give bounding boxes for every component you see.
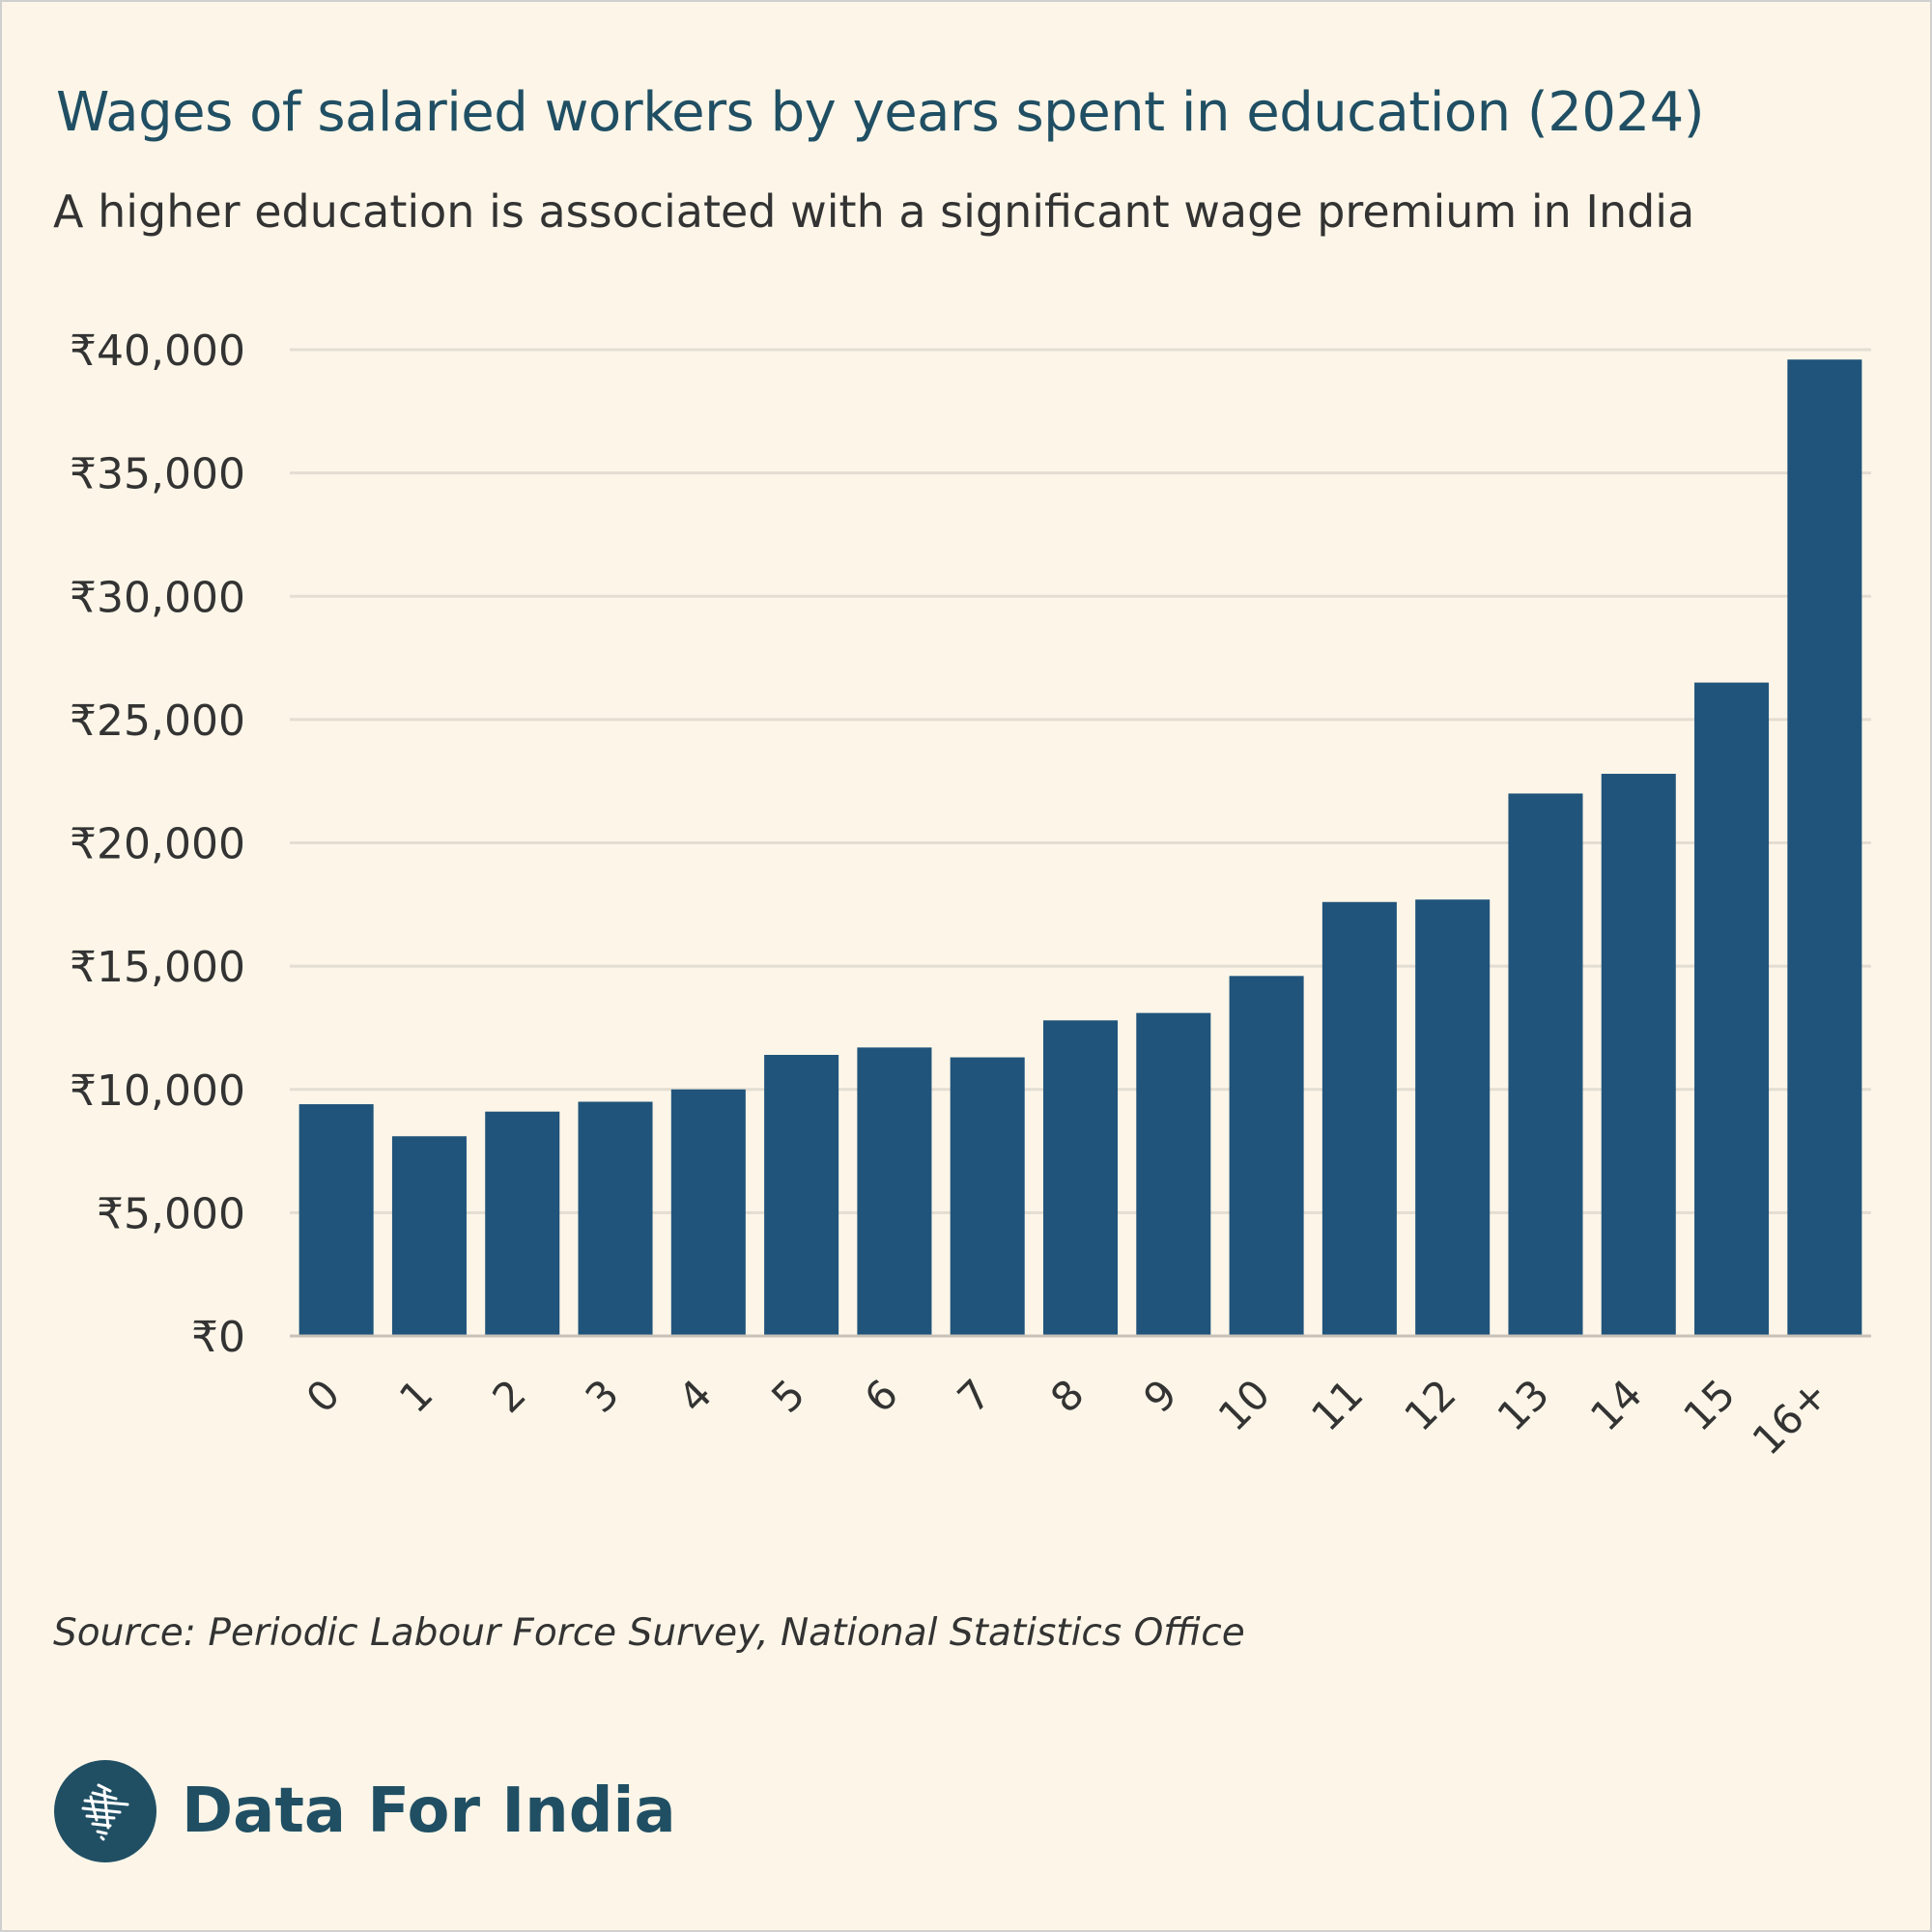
y-tick-label: ₹40,000: [70, 327, 245, 376]
bar: [391, 1136, 467, 1336]
y-tick-label: ₹15,000: [70, 943, 245, 992]
x-tick-label: 16+: [1744, 1370, 1837, 1463]
bar: [1321, 901, 1397, 1336]
bar: [1508, 793, 1583, 1336]
y-tick-label: ₹25,000: [70, 696, 245, 746]
bar: [764, 1055, 839, 1336]
x-tick-label: 5: [762, 1370, 814, 1422]
y-tick-label: ₹20,000: [70, 820, 245, 869]
bar: [298, 1104, 374, 1336]
bar: [1229, 976, 1304, 1336]
bar: [1787, 359, 1862, 1337]
x-tick-label: 15: [1674, 1370, 1744, 1439]
x-tick-label: 14: [1581, 1370, 1651, 1439]
x-tick-label: 11: [1302, 1370, 1372, 1439]
x-tick-label: 8: [1041, 1370, 1094, 1422]
x-tick-label: 4: [669, 1370, 722, 1422]
x-tick-label: 12: [1395, 1370, 1464, 1439]
y-tick-label: ₹5,000: [97, 1189, 245, 1238]
x-tick-label: 6: [855, 1370, 907, 1422]
bar: [1694, 682, 1770, 1336]
x-tick-label: 10: [1209, 1370, 1279, 1439]
brand: Data For India: [54, 1760, 676, 1862]
y-tick-label: ₹10,000: [70, 1066, 245, 1116]
bar: [1136, 1012, 1211, 1336]
bar: [1042, 1020, 1119, 1336]
y-tick-label: ₹30,000: [70, 573, 245, 622]
x-tick-label: 1: [390, 1370, 442, 1422]
chart-subtitle: A higher education is associated with a …: [53, 185, 1695, 238]
bar: [670, 1089, 746, 1336]
x-tick-label: 0: [298, 1370, 350, 1422]
bar: [950, 1057, 1025, 1336]
y-tick-label: ₹0: [191, 1313, 245, 1362]
bar: [857, 1047, 932, 1336]
y-tick-label: ₹35,000: [70, 450, 245, 499]
x-tick-label: 7: [949, 1370, 1001, 1422]
bar: [1601, 774, 1676, 1336]
source-note: Source: Periodic Labour Force Survey, Na…: [53, 1611, 1245, 1655]
x-tick-label: 13: [1489, 1370, 1558, 1439]
bar-chart: ₹0 ₹5,000 ₹10,000 ₹15,000 ₹20,000 ₹25,000 ₹30,…: [70, 327, 1871, 1464]
bar: [485, 1111, 560, 1336]
bar: [578, 1101, 653, 1336]
bar: [1415, 899, 1491, 1336]
brand-name: Data For India: [182, 1776, 676, 1847]
x-tick-label: 3: [577, 1370, 629, 1422]
x-tick-label: 9: [1134, 1370, 1186, 1422]
chart-title: Wages of salaried workers by years spent…: [56, 81, 1705, 144]
india-map-icon: [54, 1760, 156, 1862]
x-tick-label: 2: [483, 1370, 535, 1422]
